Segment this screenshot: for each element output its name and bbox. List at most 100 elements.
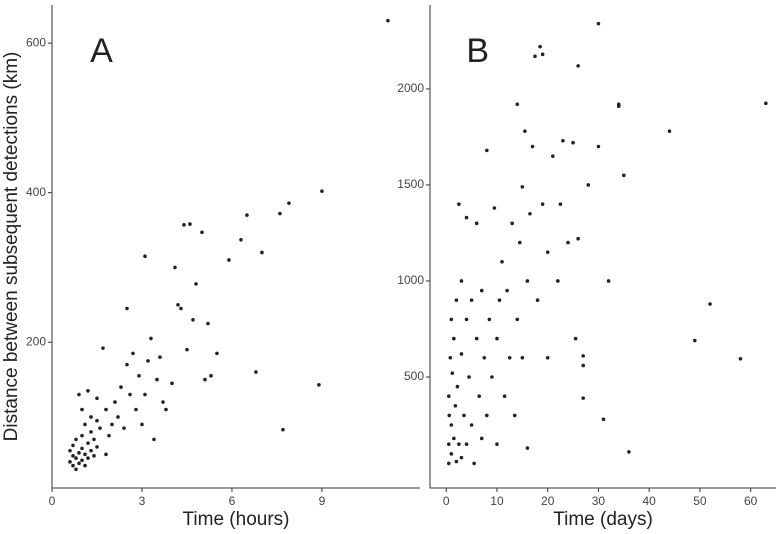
- x-tick-label: 30: [592, 494, 606, 508]
- point: [449, 423, 454, 427]
- point: [528, 211, 532, 216]
- x-axis-label: Time (days): [553, 509, 653, 530]
- point: [140, 422, 144, 427]
- point: [278, 211, 282, 216]
- point: [74, 456, 78, 460]
- point: [459, 455, 464, 460]
- point: [245, 213, 249, 217]
- point: [576, 64, 580, 68]
- point: [464, 317, 469, 322]
- point: [113, 400, 117, 404]
- point: [101, 346, 105, 350]
- point: [540, 52, 545, 57]
- x-tick-label: 9: [319, 494, 326, 508]
- point: [71, 443, 75, 448]
- point: [203, 377, 207, 382]
- point: [98, 426, 102, 430]
- point: [281, 427, 285, 432]
- point: [80, 407, 84, 412]
- point: [581, 363, 586, 368]
- point: [86, 389, 90, 393]
- point: [708, 302, 712, 306]
- point: [155, 377, 159, 382]
- point: [104, 407, 108, 412]
- point: [606, 279, 611, 283]
- point: [446, 442, 451, 447]
- x-tick-label: 3: [139, 494, 146, 508]
- point: [227, 258, 231, 262]
- point: [525, 279, 530, 283]
- point: [482, 355, 487, 360]
- point: [586, 183, 591, 187]
- point: [487, 317, 492, 322]
- point: [89, 415, 93, 419]
- panel-label: A: [90, 32, 113, 70]
- point: [693, 338, 697, 343]
- point: [125, 362, 129, 367]
- point: [86, 456, 90, 460]
- point: [452, 436, 456, 441]
- point: [89, 448, 93, 453]
- point: [449, 317, 454, 322]
- point: [457, 442, 461, 447]
- point: [209, 374, 213, 378]
- point: [566, 240, 570, 245]
- point: [254, 370, 258, 374]
- point: [477, 394, 482, 399]
- point: [561, 138, 565, 143]
- x-tick-label: 20: [541, 494, 555, 508]
- point: [116, 415, 120, 419]
- point: [182, 223, 186, 227]
- point: [469, 423, 474, 427]
- y-tick-label: 500: [404, 369, 424, 383]
- point: [152, 437, 156, 442]
- point: [596, 144, 601, 149]
- point: [92, 437, 96, 442]
- point: [95, 445, 99, 449]
- point: [452, 336, 456, 341]
- point: [194, 282, 198, 286]
- point: [464, 215, 469, 220]
- point: [492, 206, 497, 210]
- point: [520, 355, 525, 360]
- point: [738, 356, 743, 361]
- point: [86, 441, 90, 445]
- point: [448, 355, 453, 360]
- point: [158, 355, 162, 359]
- point: [80, 458, 84, 463]
- point: [457, 202, 461, 206]
- point: [462, 413, 466, 418]
- point: [472, 461, 476, 466]
- panel-label: B: [466, 32, 489, 70]
- point: [317, 383, 321, 387]
- point: [320, 189, 324, 193]
- point: [161, 400, 165, 404]
- point: [143, 392, 147, 397]
- point: [525, 446, 530, 450]
- y-tick-label: 1500: [397, 177, 424, 191]
- point: [149, 336, 153, 341]
- point: [454, 298, 459, 302]
- point: [83, 422, 87, 427]
- point: [627, 450, 631, 454]
- point: [576, 236, 580, 241]
- point: [453, 404, 458, 408]
- point: [95, 418, 99, 423]
- point: [143, 254, 147, 259]
- point: [119, 385, 123, 389]
- point: [131, 351, 135, 356]
- point: [581, 354, 586, 358]
- point: [459, 352, 464, 356]
- point: [512, 413, 517, 418]
- point: [545, 250, 550, 254]
- point: [122, 426, 126, 430]
- point: [545, 355, 550, 360]
- point: [479, 436, 484, 441]
- point: [515, 317, 520, 322]
- point: [464, 442, 469, 447]
- point: [505, 288, 509, 293]
- point: [95, 396, 99, 401]
- point: [485, 148, 489, 153]
- point: [596, 21, 601, 26]
- point: [260, 250, 264, 255]
